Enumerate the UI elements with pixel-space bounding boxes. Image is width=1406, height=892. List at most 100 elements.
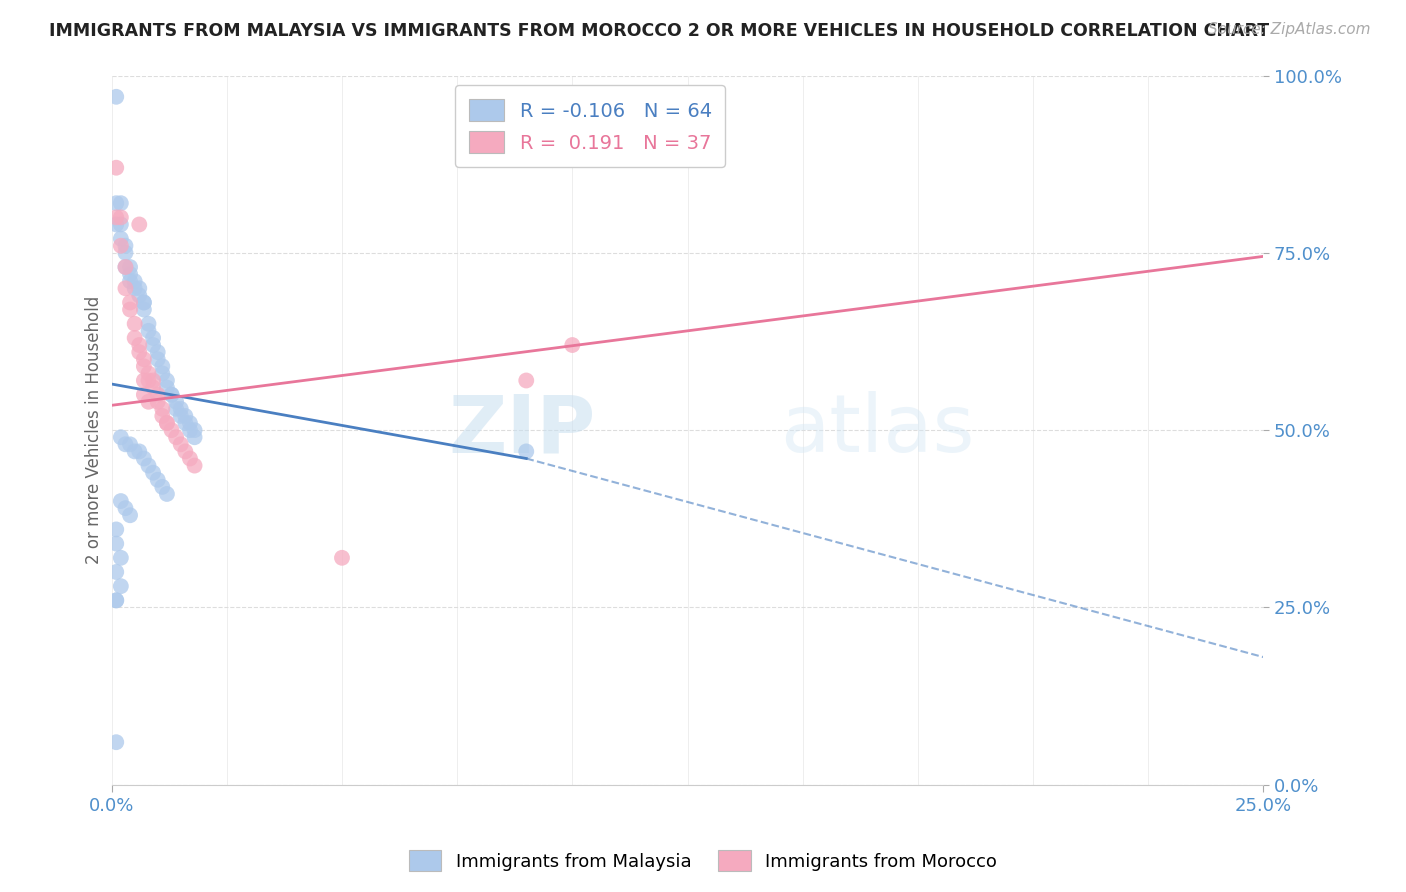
Text: atlas: atlas xyxy=(780,391,974,469)
Point xyxy=(132,295,155,310)
Point xyxy=(160,387,183,401)
Point xyxy=(150,409,173,423)
Point xyxy=(110,494,132,508)
Point xyxy=(150,480,173,494)
Point xyxy=(138,458,160,473)
Point xyxy=(561,338,583,352)
Legend: Immigrants from Malaysia, Immigrants from Morocco: Immigrants from Malaysia, Immigrants fro… xyxy=(402,843,1004,879)
Point xyxy=(142,374,165,388)
Point xyxy=(124,274,146,288)
Point xyxy=(146,345,169,359)
Point xyxy=(165,430,187,444)
Point xyxy=(105,523,128,537)
Point xyxy=(156,374,179,388)
Point xyxy=(330,550,353,565)
Point xyxy=(515,374,537,388)
Point xyxy=(128,218,150,232)
Point xyxy=(183,458,205,473)
Y-axis label: 2 or more Vehicles in Household: 2 or more Vehicles in Household xyxy=(86,296,103,565)
Text: Source: ZipAtlas.com: Source: ZipAtlas.com xyxy=(1208,22,1371,37)
Point xyxy=(124,281,146,295)
Point xyxy=(120,267,142,281)
Point xyxy=(138,374,160,388)
Point xyxy=(114,281,136,295)
Point xyxy=(132,387,155,401)
Point xyxy=(138,317,160,331)
Point xyxy=(110,232,132,246)
Point xyxy=(124,444,146,458)
Point xyxy=(146,352,169,367)
Point xyxy=(120,260,142,274)
Legend: R = -0.106   N = 64, R =  0.191   N = 37: R = -0.106 N = 64, R = 0.191 N = 37 xyxy=(456,86,725,167)
Point xyxy=(156,381,179,395)
Point xyxy=(142,331,165,345)
Point xyxy=(150,401,173,416)
Point xyxy=(120,302,142,317)
Point xyxy=(174,409,197,423)
Point xyxy=(114,437,136,451)
Point xyxy=(138,394,160,409)
Point xyxy=(105,593,128,607)
Point xyxy=(128,444,150,458)
Point xyxy=(105,536,128,550)
Point xyxy=(138,324,160,338)
Point xyxy=(138,367,160,381)
Point xyxy=(142,381,165,395)
Point xyxy=(170,437,193,451)
Point xyxy=(179,423,201,437)
Point xyxy=(105,565,128,579)
Point xyxy=(110,218,132,232)
Point xyxy=(105,196,128,211)
Point xyxy=(105,161,128,175)
Point xyxy=(110,211,132,225)
Point xyxy=(120,274,142,288)
Point xyxy=(156,416,179,430)
Point xyxy=(146,473,169,487)
Point xyxy=(105,211,128,225)
Point xyxy=(179,451,201,466)
Point xyxy=(110,550,132,565)
Point xyxy=(146,394,169,409)
Point xyxy=(160,423,183,437)
Text: IMMIGRANTS FROM MALAYSIA VS IMMIGRANTS FROM MOROCCO 2 OR MORE VEHICLES IN HOUSEH: IMMIGRANTS FROM MALAYSIA VS IMMIGRANTS F… xyxy=(49,22,1270,40)
Point xyxy=(105,90,128,104)
Point xyxy=(146,387,169,401)
Point xyxy=(110,196,132,211)
Point xyxy=(114,260,136,274)
Point xyxy=(120,437,142,451)
Point xyxy=(120,508,142,523)
Point xyxy=(150,359,173,374)
Point xyxy=(124,317,146,331)
Point xyxy=(114,260,136,274)
Point xyxy=(132,374,155,388)
Point xyxy=(142,466,165,480)
Point xyxy=(142,338,165,352)
Point xyxy=(132,352,155,367)
Point xyxy=(114,238,136,252)
Point xyxy=(170,409,193,423)
Point xyxy=(128,288,150,302)
Point xyxy=(128,281,150,295)
Point xyxy=(132,359,155,374)
Point xyxy=(160,387,183,401)
Point xyxy=(120,295,142,310)
Point xyxy=(114,501,136,516)
Point xyxy=(515,444,537,458)
Point xyxy=(183,423,205,437)
Point xyxy=(105,218,128,232)
Point xyxy=(174,416,197,430)
Text: ZIP: ZIP xyxy=(449,391,595,469)
Point xyxy=(156,416,179,430)
Point xyxy=(156,487,179,501)
Point xyxy=(128,338,150,352)
Point xyxy=(132,302,155,317)
Point xyxy=(174,444,197,458)
Point xyxy=(105,735,128,749)
Point xyxy=(179,416,201,430)
Point xyxy=(110,579,132,593)
Point xyxy=(132,295,155,310)
Point xyxy=(150,367,173,381)
Point xyxy=(105,593,128,607)
Point xyxy=(132,451,155,466)
Point xyxy=(170,401,193,416)
